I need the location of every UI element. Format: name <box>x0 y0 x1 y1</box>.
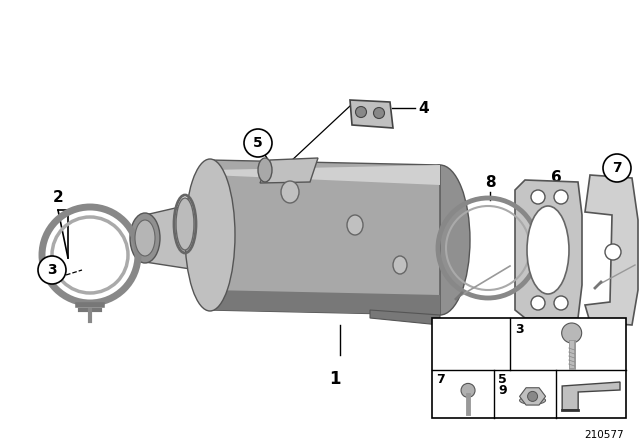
Ellipse shape <box>520 396 545 405</box>
Text: 4: 4 <box>418 100 429 116</box>
Bar <box>432 318 626 418</box>
Text: 8: 8 <box>484 175 495 190</box>
Polygon shape <box>210 160 440 315</box>
Circle shape <box>554 190 568 204</box>
Ellipse shape <box>281 181 299 203</box>
Polygon shape <box>370 310 440 325</box>
Circle shape <box>531 296 545 310</box>
Circle shape <box>461 383 475 397</box>
Ellipse shape <box>135 220 155 256</box>
Text: 7: 7 <box>612 161 622 175</box>
Circle shape <box>603 154 631 182</box>
Circle shape <box>355 107 367 117</box>
Ellipse shape <box>347 215 363 235</box>
Polygon shape <box>520 388 545 405</box>
Polygon shape <box>515 180 582 318</box>
Text: 9: 9 <box>595 333 605 347</box>
Circle shape <box>527 392 538 401</box>
Ellipse shape <box>393 256 407 274</box>
Text: 210577: 210577 <box>584 430 624 440</box>
Polygon shape <box>350 100 393 128</box>
Circle shape <box>586 326 614 354</box>
Circle shape <box>562 323 582 343</box>
Ellipse shape <box>176 198 194 250</box>
Text: 1: 1 <box>329 370 340 388</box>
Text: 5: 5 <box>498 373 507 386</box>
Text: 9: 9 <box>498 384 507 397</box>
Ellipse shape <box>258 158 272 182</box>
Polygon shape <box>145 200 210 272</box>
Ellipse shape <box>527 206 569 294</box>
Ellipse shape <box>130 213 160 263</box>
Circle shape <box>531 190 545 204</box>
Circle shape <box>244 129 272 157</box>
Text: 3: 3 <box>516 323 524 336</box>
Text: 6: 6 <box>550 170 561 185</box>
Polygon shape <box>260 158 318 183</box>
Polygon shape <box>585 175 638 325</box>
Polygon shape <box>210 165 440 185</box>
Text: 3: 3 <box>47 263 57 277</box>
Circle shape <box>605 244 621 260</box>
Ellipse shape <box>185 159 235 311</box>
Circle shape <box>38 256 66 284</box>
Circle shape <box>554 296 568 310</box>
Text: 2: 2 <box>52 190 63 205</box>
Polygon shape <box>562 382 620 410</box>
Ellipse shape <box>410 165 470 315</box>
Circle shape <box>374 108 385 119</box>
Text: 7: 7 <box>436 373 445 386</box>
Text: 5: 5 <box>253 136 263 150</box>
Polygon shape <box>210 290 440 315</box>
